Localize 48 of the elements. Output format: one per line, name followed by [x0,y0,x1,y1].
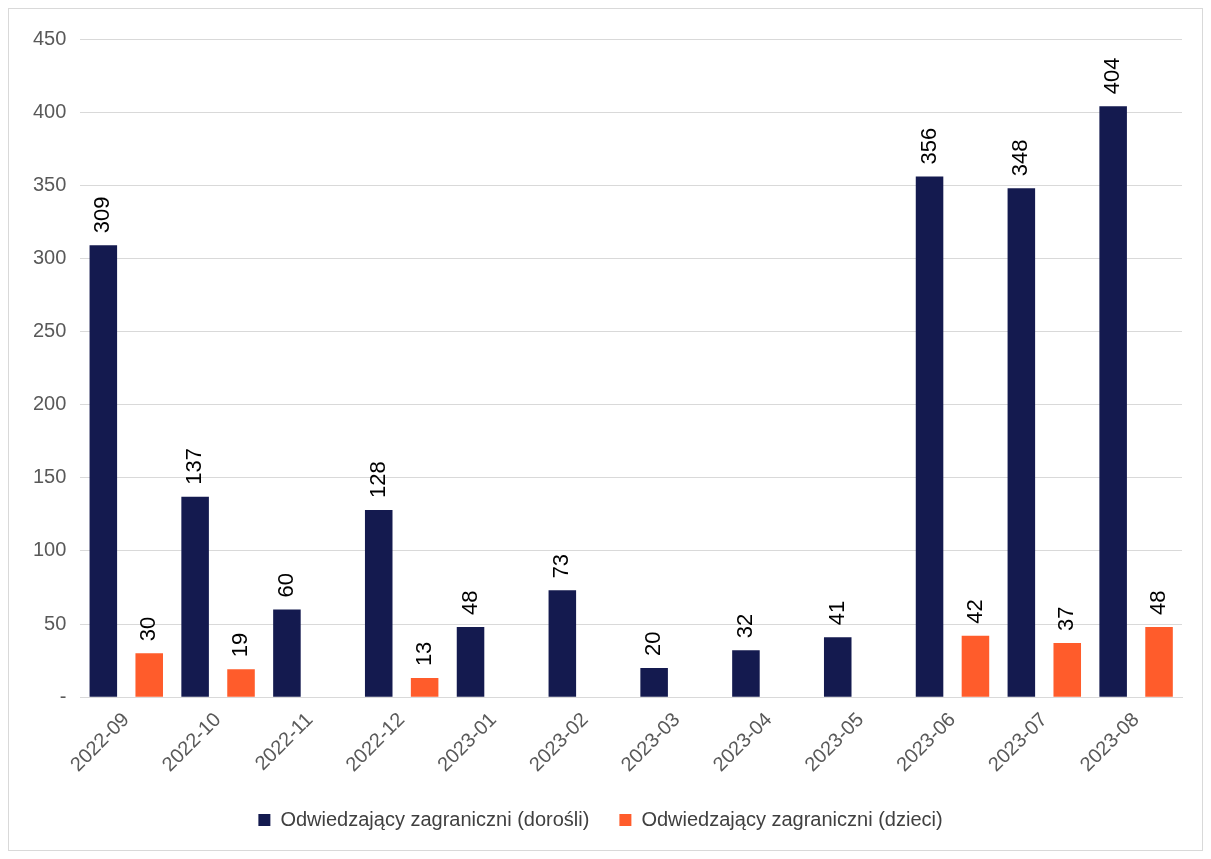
y-tick-label: 200 [32,392,67,415]
y-tick-label: 450 [32,26,67,49]
bar [823,637,852,697]
data-label: 32 [732,613,757,639]
data-label: 41 [823,600,849,626]
bar [456,626,485,697]
bar [273,609,301,697]
y-tick-label: 250 [32,319,67,342]
bar [1053,643,1082,697]
y-tick-label: 300 [32,245,67,268]
bar [181,496,209,697]
y-tick-label: 400 [32,99,67,122]
data-label: 19 [227,632,253,658]
data-label: 48 [456,590,482,615]
data-label: 73 [548,553,574,579]
data-label: 48 [1145,590,1171,615]
legend-label: Odwiedzający zagraniczni (dorośli) [280,807,590,830]
data-label: 60 [272,572,298,598]
data-label: 137 [181,448,207,485]
y-tick-label: - [59,684,67,707]
bar [961,635,990,697]
bar [1007,188,1036,697]
data-label: 356 [915,127,941,165]
bar [732,650,760,697]
bar [227,669,255,697]
bar [640,667,668,697]
y-tick-label: 100 [32,538,67,561]
data-label: 404 [1099,57,1125,95]
data-label: 13 [410,641,436,667]
y-tick-label: 50 [44,611,67,634]
data-label: 128 [364,461,390,498]
data-label: 42 [961,599,987,624]
data-label: 37 [1053,606,1079,632]
data-label: 348 [1007,139,1033,177]
y-tick-label: 350 [32,172,67,195]
bar [135,653,163,697]
bar [1145,626,1173,697]
bar [915,176,944,697]
data-label: 20 [640,631,666,656]
bar [1099,106,1127,697]
data-label: 309 [89,196,115,234]
bar [410,678,439,697]
legend-label: Odwiedzający zagraniczni (dzieci) [641,807,943,830]
bar [364,509,393,697]
bar [548,590,577,697]
y-tick-label: 150 [32,465,67,488]
data-label: 30 [135,616,161,642]
bar [89,245,118,697]
